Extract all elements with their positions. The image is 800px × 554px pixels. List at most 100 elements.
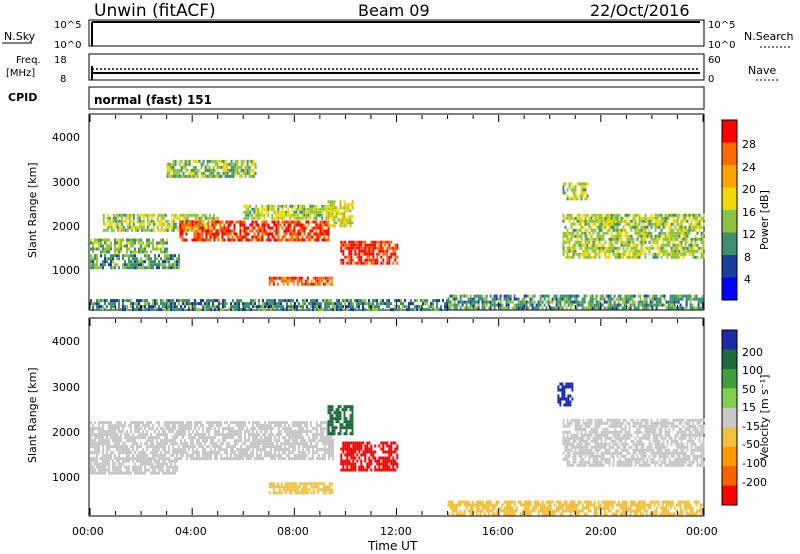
power-cell-9 [574, 191, 577, 195]
power-cell-11 [358, 299, 360, 303]
power-cell-3 [269, 229, 272, 233]
power-cell-11 [306, 308, 308, 312]
velocity-cell-0 [162, 439, 164, 443]
power-cell-8 [614, 234, 617, 238]
velocity-cell-1 [100, 465, 102, 469]
power-cell-5 [394, 246, 397, 250]
velocity-cell-2 [382, 462, 385, 466]
power-cell-10 [547, 294, 550, 298]
velocity-cell-0 [192, 430, 194, 434]
velocity-cell-0 [124, 433, 126, 437]
power-cell-8 [682, 234, 685, 238]
velocity-cell-0 [98, 448, 100, 452]
power-cell-11 [264, 305, 266, 309]
velocity-cell-0 [320, 424, 322, 428]
power-cell-8 [580, 234, 583, 238]
power-cell-0 [96, 238, 98, 242]
velocity-cell-1 [160, 462, 162, 466]
velocity-cell-0 [220, 454, 222, 458]
power-cell-11 [214, 308, 216, 312]
power-cell-3 [239, 235, 242, 239]
power-cell-3 [321, 229, 324, 233]
power-cell-11 [360, 299, 362, 303]
velocity-cell-0 [234, 454, 236, 458]
velocity-cell-0 [274, 445, 276, 449]
power-cell-8 [626, 246, 629, 250]
power-cell-5 [368, 246, 371, 250]
power-cell-0 [114, 247, 116, 251]
velocity-cell-0 [230, 448, 232, 452]
power-cell-9 [576, 197, 579, 201]
power-cell-8 [598, 246, 601, 250]
velocity-cell-0 [270, 445, 272, 449]
power-cell-11 [222, 302, 224, 306]
power-cell-6 [294, 276, 297, 280]
velocity-cell-0 [250, 451, 252, 455]
power-cell-4 [315, 207, 318, 211]
power-cell-3 [209, 229, 212, 233]
power-cell-1 [158, 263, 160, 267]
power-cell-8 [616, 249, 619, 253]
power-cell-8 [622, 228, 625, 232]
power-cell-8 [614, 216, 617, 220]
velocity-cell-0 [236, 421, 238, 425]
power-cell-9 [566, 194, 569, 198]
velocity-cell-1 [138, 471, 140, 475]
velocity-cell-2 [350, 447, 353, 451]
power-cell-8 [640, 228, 643, 232]
power-cell-8 [584, 228, 587, 232]
power-cell-3 [299, 229, 302, 233]
velocity-cell-2 [364, 456, 367, 460]
power-cell-5 [374, 240, 377, 244]
power-cell-11 [148, 302, 150, 306]
power-cell-10 [617, 303, 620, 307]
power-cell-10 [493, 297, 496, 301]
velocity-cell-2 [378, 456, 381, 460]
velocity-cell-0 [264, 451, 266, 455]
power-cell-11 [224, 305, 226, 309]
power-cell-8 [644, 228, 647, 232]
power-cell-10 [629, 297, 632, 301]
velocity-cell-0 [194, 457, 196, 461]
power-cell-10 [477, 297, 480, 301]
power-cell-11 [388, 305, 390, 309]
power-cell-2 [106, 216, 109, 220]
power-cell-4 [255, 204, 258, 208]
power-cell-1 [146, 266, 148, 270]
power-cell-3 [287, 229, 290, 233]
power-cell-8 [566, 255, 569, 259]
power-cell-0 [148, 244, 150, 248]
power-cell-8 [616, 231, 619, 235]
power-cell-4 [299, 210, 302, 214]
power-cell-0 [130, 241, 132, 245]
velocity-cell-2 [368, 450, 371, 454]
power-cell-8 [584, 249, 587, 253]
velocity-cell-0 [290, 430, 292, 434]
power-cell-10 [595, 294, 598, 298]
power-cell-8 [670, 252, 673, 256]
power-cell-3 [193, 232, 196, 236]
velocity-cell-0 [132, 433, 134, 437]
power-cell-8 [616, 246, 619, 250]
power-cell-7 [345, 221, 348, 225]
power-cell-10 [653, 297, 656, 301]
power-cell-10 [493, 306, 496, 310]
power-cell-11 [338, 305, 340, 309]
power-cell-8 [582, 213, 585, 217]
power-cell-5 [354, 261, 357, 265]
velocity-cell-0 [270, 436, 272, 440]
power-cell-11 [352, 308, 354, 312]
velocity-cell-0 [104, 430, 106, 434]
power-cell-8 [638, 219, 641, 223]
velocity-cell-0 [166, 436, 168, 440]
power-cell-8 [642, 234, 645, 238]
power-cell-4 [249, 213, 252, 217]
velocity-cell-2 [356, 459, 359, 463]
power-cell-0 [160, 238, 162, 242]
power-cell-8 [666, 252, 669, 256]
power-cell-11 [234, 302, 236, 306]
velocity-cell-0 [158, 421, 160, 425]
power-cell-3 [239, 238, 242, 242]
power-cell-2 [120, 219, 123, 223]
power-cell-3 [207, 238, 210, 242]
